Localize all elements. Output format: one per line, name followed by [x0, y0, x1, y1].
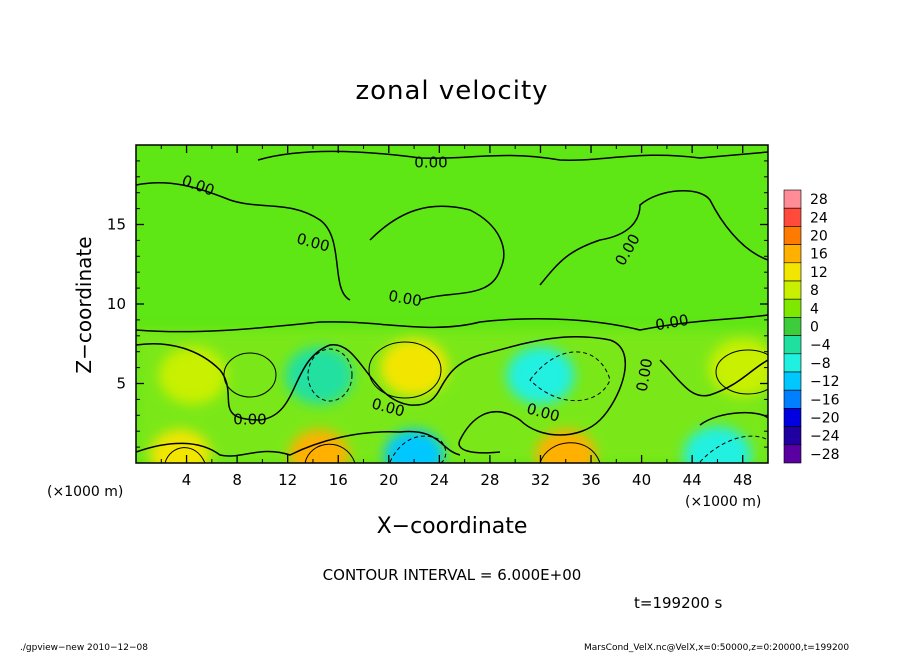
x-tick-label: 32 [531, 471, 550, 489]
y-tick-label: 15 [107, 216, 126, 234]
x-tick-label: 4 [182, 471, 192, 489]
x-tick-label: 20 [379, 471, 398, 489]
colorbar-label: 16 [810, 247, 828, 263]
colorbar-swatch [783, 353, 802, 373]
colorbar-swatch [783, 335, 802, 355]
negative-contours [307, 348, 768, 463]
colorbar-swatch [783, 371, 802, 391]
colorbar-swatch [783, 262, 802, 282]
x-tick-label: 48 [733, 471, 752, 489]
contour-lines [136, 150, 768, 457]
y-axis-label: Z−coordinate [72, 236, 96, 374]
x-tick-label: 8 [232, 471, 242, 489]
time-label: t=199200 s [634, 594, 723, 612]
x-tick-label: 40 [632, 471, 651, 489]
field-feature [384, 429, 445, 463]
colorbar-swatch [783, 444, 802, 464]
colorbar-swatch [783, 207, 802, 227]
contour-label: 0.00 [233, 411, 266, 429]
lower-band [136, 330, 768, 463]
contour-label: 0.00 [387, 287, 423, 311]
field-feature [380, 338, 449, 397]
colorbar-swatch [783, 189, 802, 209]
colorbar-label: 4 [810, 301, 819, 317]
field-feature [683, 426, 752, 463]
x-tick-label: 12 [278, 471, 297, 489]
colorbar-swatch [783, 389, 802, 409]
colorbar-label: −16 [810, 392, 840, 408]
colorbar-swatch [783, 298, 802, 318]
x-tick-label: 16 [329, 471, 348, 489]
chart-title: zonal velocity [355, 76, 549, 106]
y-tick-label: 10 [107, 295, 126, 313]
field-feature [158, 346, 227, 405]
colorbar-swatch [783, 408, 802, 427]
footer-right: MarsCond_VelX.nc@VelX,x=0:50000,z=0:2000… [584, 643, 850, 653]
footer-left: ./gpview−new 2010−12−08 [20, 643, 148, 653]
x-tick-label: 24 [430, 471, 449, 489]
colorbar-swatch [783, 280, 802, 300]
x-axis-label: X−coordinate [376, 514, 528, 539]
x-tick-label: 28 [480, 471, 499, 489]
colorbar-label: 8 [810, 283, 819, 299]
colorbar-label: 0 [810, 320, 819, 336]
positive-contours [164, 341, 768, 463]
field-feature [708, 338, 768, 397]
field-feature [285, 346, 354, 405]
y-tick-label: 5 [116, 375, 126, 393]
colorbar-label: 28 [810, 192, 828, 208]
colorbar-label: −8 [810, 356, 831, 372]
field-feature [150, 429, 211, 463]
colorbar: 28 24 20 16 12 8 4 0 −4 −8 −12 −16 −20 −24 −28 [783, 189, 840, 464]
x-tick-label: 36 [581, 471, 600, 489]
colorbar-label: −24 [810, 429, 840, 445]
x-unit-label-left: (×1000 m) [47, 484, 124, 500]
colorbar-label: 20 [810, 229, 828, 245]
colorbar-label: −20 [810, 411, 840, 427]
contour-label: 0.00 [654, 311, 690, 335]
colorbar-label: −12 [810, 374, 840, 390]
contour-label: 0.00 [414, 154, 447, 172]
colorbar-label: 24 [810, 210, 828, 226]
colorbar-swatch [783, 244, 802, 264]
colorbar-label: −4 [810, 338, 831, 354]
colorbar-swatch [783, 226, 802, 245]
x-tick-label: 44 [683, 471, 702, 489]
colorbar-swatch [783, 426, 802, 446]
contour-label: 0.00 [633, 357, 657, 393]
x-axis: 4 8 12 16 20 24 28 32 36 40 44 48 [160, 145, 752, 489]
plot-area: 0.000.000.000.000.000.000.000.00 0.00 0.00 [136, 145, 768, 463]
x-unit-label-right: (×1000 m) [685, 494, 762, 510]
field-feature [535, 429, 596, 463]
field-feature [506, 346, 575, 405]
colorbar-label: 12 [810, 265, 828, 281]
y-axis: 5 10 15 [107, 160, 768, 448]
contour-interval-label: CONTOUR INTERVAL = 6.000E+00 [322, 566, 582, 584]
colorbar-swatch [783, 317, 802, 336]
colorbar-label: −28 [810, 447, 840, 463]
